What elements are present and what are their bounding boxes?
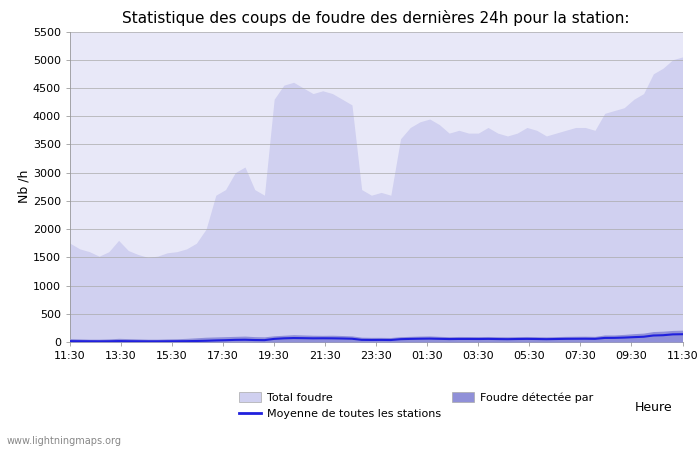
Text: Heure: Heure bbox=[634, 401, 672, 414]
Text: www.lightningmaps.org: www.lightningmaps.org bbox=[7, 436, 122, 446]
Title: Statistique des coups de foudre des dernières 24h pour la station:: Statistique des coups de foudre des dern… bbox=[122, 10, 630, 26]
Y-axis label: Nb /h: Nb /h bbox=[17, 170, 30, 203]
Legend: Total foudre, Moyenne de toutes les stations, Foudre détectée par: Total foudre, Moyenne de toutes les stat… bbox=[234, 388, 598, 424]
